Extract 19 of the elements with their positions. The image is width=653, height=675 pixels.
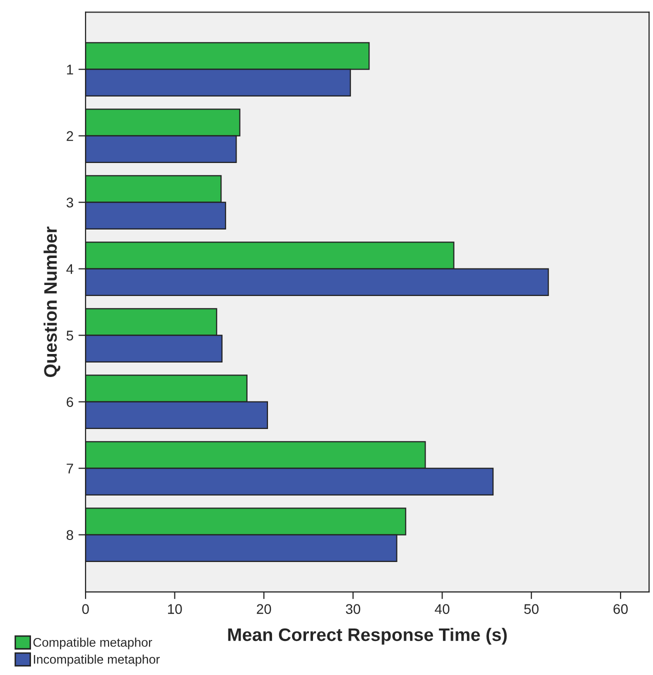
y-tick-label: 4 bbox=[66, 264, 74, 274]
y-tick-label: 6 bbox=[66, 397, 74, 407]
x-tick-label: 0 bbox=[82, 604, 89, 614]
y-tick-label: 3 bbox=[66, 198, 74, 208]
x-tick-label: 60 bbox=[614, 604, 628, 614]
y-tick-label: 5 bbox=[66, 330, 74, 340]
legend-label: Compatible metaphor bbox=[33, 638, 152, 650]
x-tick-label: 20 bbox=[256, 604, 272, 614]
y-axis-title: Question Number bbox=[44, 226, 60, 378]
y-tick-label: 1 bbox=[67, 64, 74, 74]
x-axis-title: Mean Correct Response Time (s) bbox=[228, 628, 507, 645]
x-tick-label: 40 bbox=[434, 604, 450, 614]
y-tick-label: 7 bbox=[66, 464, 74, 474]
legend-label: Incompatible metaphor bbox=[34, 654, 160, 666]
y-tick-label: 2 bbox=[66, 131, 74, 141]
x-tick-label: 10 bbox=[168, 604, 182, 614]
y-tick-label: 8 bbox=[66, 530, 74, 540]
x-tick-label: 50 bbox=[524, 604, 539, 614]
x-tick-label: 30 bbox=[346, 604, 360, 614]
